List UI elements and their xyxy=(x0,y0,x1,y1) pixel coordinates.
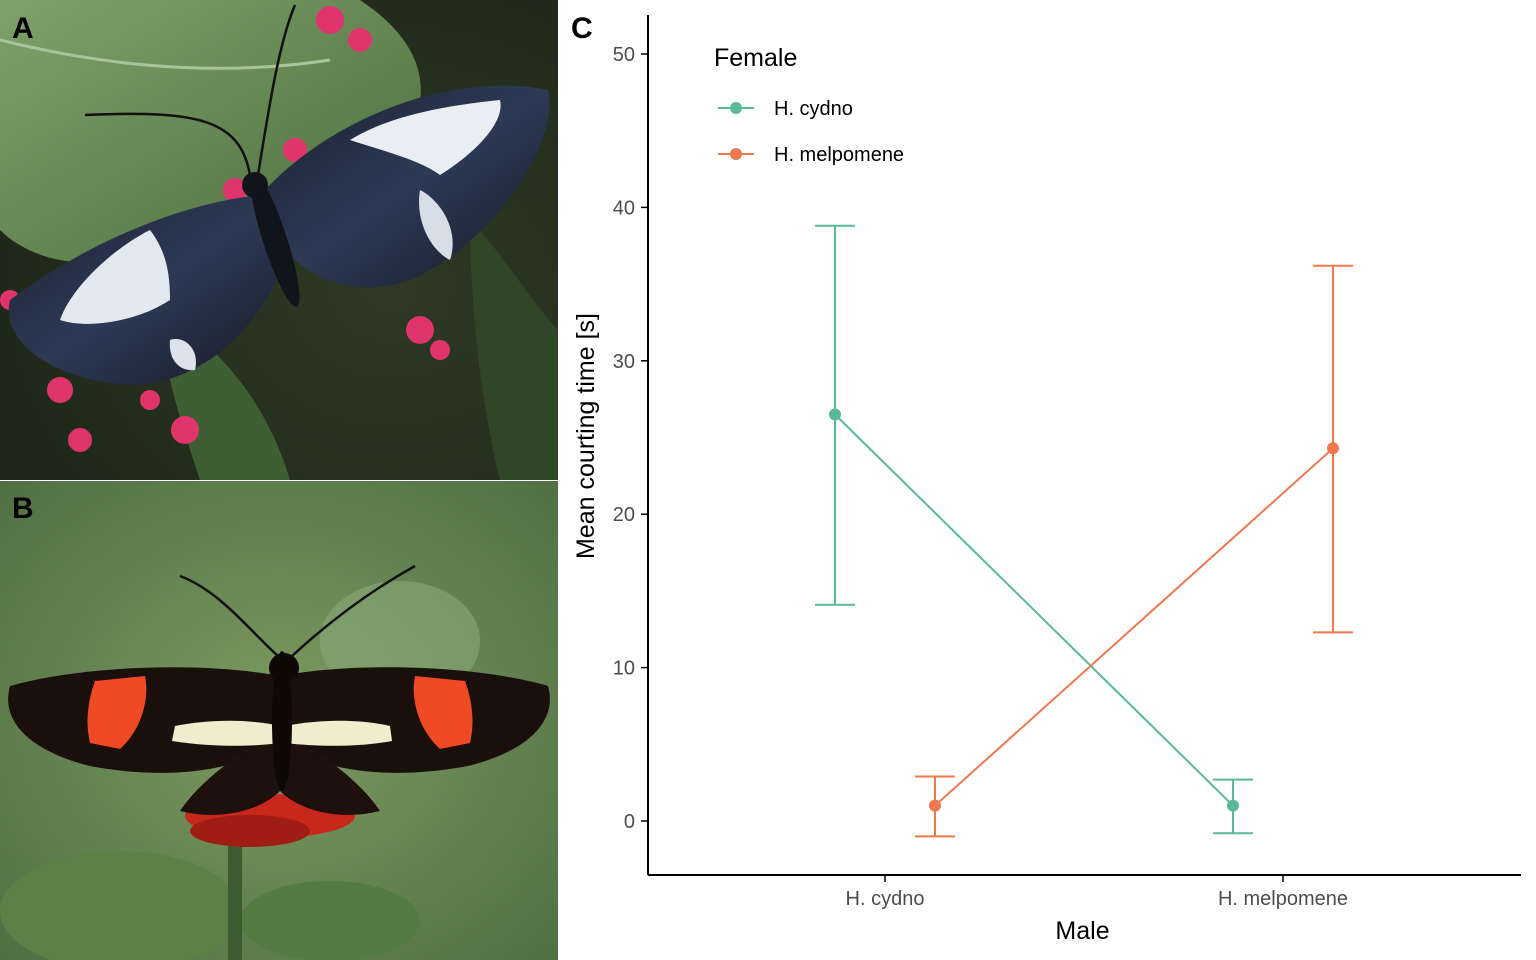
panel-label-b: B xyxy=(12,492,34,525)
legend-title: Female xyxy=(714,44,797,72)
series-line-h-cydno xyxy=(834,413,1234,807)
y-tick-label: 0 xyxy=(624,811,635,833)
y-tick-label: 20 xyxy=(613,504,635,526)
y-axis-title: Mean courting time [s] xyxy=(572,313,600,559)
photo-b-illustration xyxy=(0,481,558,960)
series-line-h-melpomene xyxy=(934,447,1334,807)
legend-label: H. cydno xyxy=(774,98,853,120)
x-tick-label: H. cydno xyxy=(846,888,925,910)
y-tick-label: 10 xyxy=(613,658,635,680)
legend-label: H. melpomene xyxy=(774,144,904,166)
legend-key-point xyxy=(730,102,742,114)
y-tick-label: 40 xyxy=(613,197,635,219)
photo-butterfly-blue-white xyxy=(0,0,558,480)
panel-label-c: C xyxy=(571,12,593,45)
interaction-plot: 0 10 20 30 40 50 H. cydno H. melpomene Male Mean … xyxy=(572,15,1521,945)
data-point-h-melpomene xyxy=(1327,442,1339,455)
panel-label-a: A xyxy=(12,12,34,45)
legend-key-point xyxy=(730,148,742,160)
y-tick-label: 50 xyxy=(613,44,635,66)
x-axis-title: Male xyxy=(1055,917,1109,945)
data-point-h-cydno xyxy=(829,408,841,421)
data-point-h-melpomene xyxy=(929,799,941,812)
photo-butterfly-black-red xyxy=(0,481,558,960)
data-point-h-cydno xyxy=(1227,799,1239,812)
x-tick-label: H. melpomene xyxy=(1218,888,1348,910)
y-tick-label: 30 xyxy=(613,351,635,373)
photo-a-illustration xyxy=(0,0,558,480)
